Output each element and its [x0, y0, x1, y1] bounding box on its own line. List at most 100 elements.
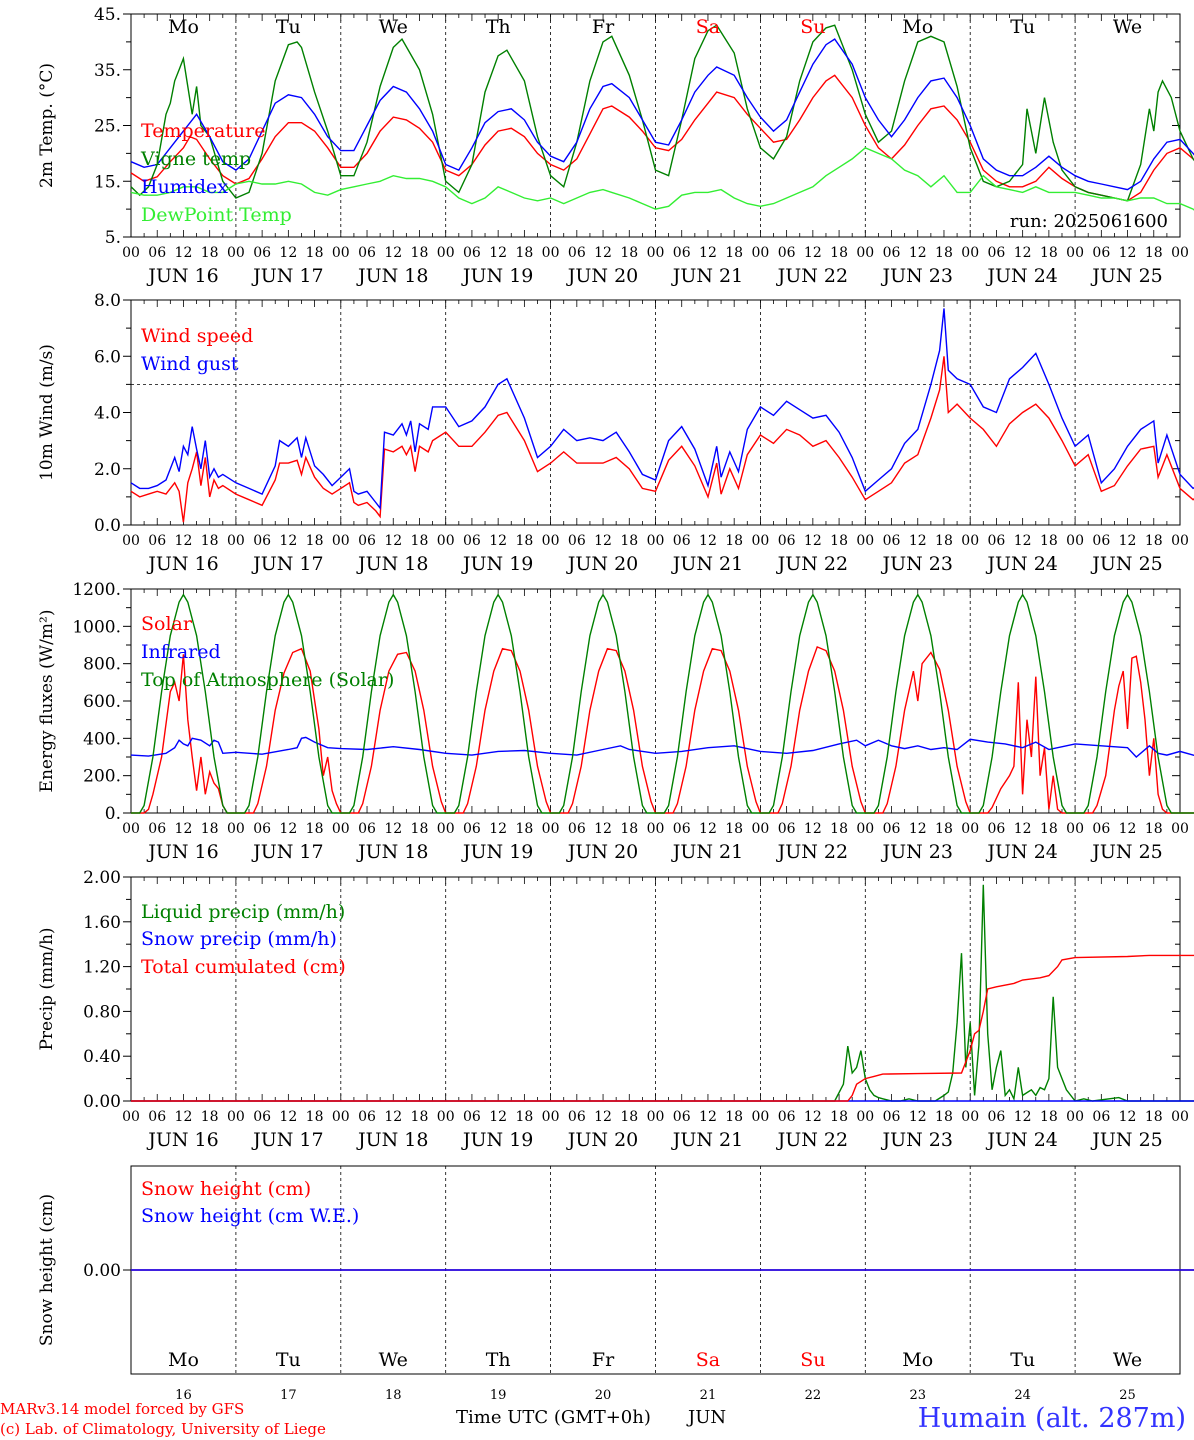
date-label: JUN 25 [1090, 841, 1162, 863]
hour-label: 18 [935, 1109, 953, 1125]
hour-label: 18 [725, 533, 743, 549]
date-label: JUN 16 [146, 553, 218, 575]
date-label: JUN 22 [776, 1129, 848, 1151]
y-tick-label: 4.0 [94, 404, 121, 424]
hour-label: 18 [411, 821, 429, 837]
date-label: JUN 24 [985, 841, 1057, 863]
hour-label: 06 [778, 1109, 796, 1125]
hour-label: 06 [148, 1109, 166, 1125]
y-tick-label: 1.60 [83, 913, 121, 933]
legend-entry: DewPoint Temp [141, 204, 292, 226]
hour-label: 06 [253, 1109, 271, 1125]
day-label: Su [800, 1349, 825, 1371]
date-label: JUN 19 [461, 1129, 533, 1151]
hour-label: 06 [568, 245, 586, 261]
y-tick-label: 2.0 [94, 460, 121, 480]
date-label: JUN 25 [1090, 265, 1162, 287]
hour-label: 18 [1145, 1109, 1163, 1125]
day-label: Tu [276, 1349, 301, 1371]
date-label: JUN 25 [1090, 553, 1162, 575]
hour-label: 00 [122, 1109, 140, 1125]
hour-label: 06 [568, 1109, 586, 1125]
hour-label: 18 [201, 245, 219, 261]
legend-entry: Snow height (cm W.E.) [141, 1205, 359, 1227]
hour-label: 18 [620, 533, 638, 549]
date-label: JUN 22 [776, 553, 848, 575]
hour-label: 18 [830, 1109, 848, 1125]
hour-label: 18 [411, 1109, 429, 1125]
hour-label: 06 [673, 1109, 691, 1125]
day-label: We [379, 16, 408, 38]
hour-label: 12 [804, 1109, 822, 1125]
hour-label: 12 [175, 245, 193, 261]
y-tick-label: 200. [83, 767, 121, 787]
hour-label: 06 [778, 533, 796, 549]
hour-label: 12 [279, 821, 297, 837]
hour-label: 06 [778, 821, 796, 837]
date-label: JUN 21 [671, 841, 743, 863]
hour-label: 18 [306, 821, 324, 837]
date-label: JUN 19 [461, 265, 533, 287]
date-label: JUN 16 [146, 841, 218, 863]
hour-label: 18 [725, 821, 743, 837]
y-tick-label: 45. [94, 5, 121, 25]
series-wind-speed [130, 356, 1194, 523]
hour-label: 06 [568, 821, 586, 837]
hour-label: 06 [463, 821, 481, 837]
hour-label: 12 [279, 1109, 297, 1125]
hour-label: 12 [804, 533, 822, 549]
hour-label: 12 [489, 1109, 507, 1125]
hour-label: 00 [437, 533, 455, 549]
y-tick-label: 0.40 [83, 1047, 121, 1067]
date-label: JUN 24 [985, 265, 1057, 287]
series-temperature [130, 74, 1194, 202]
day-label: Sa [696, 1349, 720, 1371]
legend-entry: Vigne temp [140, 148, 251, 170]
series-dewpoint-temp [130, 146, 1194, 211]
hour-label: 00 [122, 245, 140, 261]
hour-label: 06 [253, 821, 271, 837]
hour-label: 12 [1119, 533, 1137, 549]
hour-label: 12 [909, 1109, 927, 1125]
date-label: JUN 17 [251, 1129, 323, 1151]
hour-label: 12 [384, 533, 402, 549]
hour-label: 18 [1040, 245, 1058, 261]
y-tick-label: 800. [83, 655, 121, 675]
hour-label: 12 [594, 1109, 612, 1125]
hour-label: 12 [1014, 533, 1032, 549]
date-label: JUN 20 [566, 265, 638, 287]
hour-label: 00 [856, 245, 874, 261]
date-label: JUN 24 [985, 1129, 1057, 1151]
panel-snow: 0.00 Snow height (cm) Snow height (cm) Snow… [37, 1165, 1194, 1403]
hour-label: 00 [227, 1109, 245, 1125]
hour-label: 06 [988, 821, 1006, 837]
day-number: 17 [280, 1388, 297, 1403]
y-axis-label: Energy fluxes (W/m²) [37, 610, 57, 793]
hour-label: 06 [1092, 821, 1110, 837]
series-wind-gust [130, 308, 1194, 511]
hour-label: 00 [647, 821, 665, 837]
hour-label: 06 [358, 821, 376, 837]
legend-entry: Infrared [141, 641, 221, 663]
day-label: Mo [168, 1349, 199, 1371]
series-total-cumulated-cm- [131, 954, 1194, 1102]
hour-label: 18 [1040, 533, 1058, 549]
hour-label: 12 [175, 821, 193, 837]
hour-label: 12 [384, 821, 402, 837]
hour-label: 18 [830, 533, 848, 549]
hour-label: 06 [883, 821, 901, 837]
hour-label: 06 [148, 821, 166, 837]
hour-label: 00 [1171, 1109, 1189, 1125]
hour-label: 00 [437, 821, 455, 837]
date-label: JUN 25 [1090, 1129, 1162, 1151]
y-tick-label: 0. [105, 804, 121, 824]
hour-label: 18 [411, 533, 429, 549]
y-axis-label: 10m Wind (m/s) [37, 344, 57, 481]
hour-label: 18 [1145, 821, 1163, 837]
panel-precip: 0.00 0.40 0.80 1.20 1.60 2.00 Precip (mm/h) Liq… [37, 868, 1194, 1151]
legend-entry: Humidex [141, 176, 228, 198]
hour-label: 12 [909, 821, 927, 837]
y-tick-label: 6.0 [94, 347, 121, 367]
day-number: 20 [595, 1388, 612, 1403]
